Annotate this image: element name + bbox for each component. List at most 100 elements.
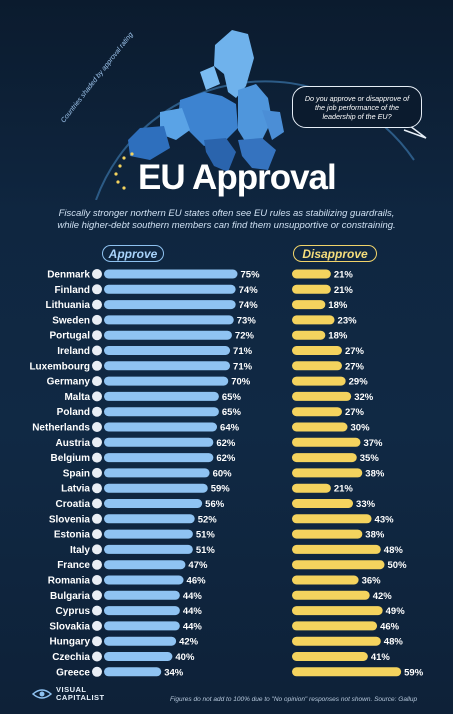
disapprove-bar-estonia: [292, 529, 363, 539]
approve-value-belgium: 62%: [216, 453, 236, 464]
approve-value-latvia: 59%: [211, 484, 231, 495]
approve-bar-netherlands: [104, 422, 218, 432]
country-label-ireland: Ireland: [57, 346, 90, 357]
disapprove-value-romania: 36%: [362, 576, 382, 587]
country-label-latvia: Latvia: [61, 484, 90, 495]
flag-icon-estonia: [92, 529, 102, 540]
flag-icon-bulgaria: [92, 590, 102, 601]
country-label-italy: Italy: [70, 545, 90, 556]
approve-value-croatia: 56%: [205, 499, 225, 510]
disapprove-value-austria: 37%: [363, 438, 383, 449]
disapprove-value-latvia: 21%: [334, 484, 354, 495]
disapprove-bar-luxembourg: [292, 361, 342, 371]
country-label-malta: Malta: [64, 392, 90, 403]
approve-value-italy: 51%: [196, 545, 216, 556]
disapprove-value-italy: 48%: [384, 545, 404, 556]
country-label-greece: Greece: [56, 667, 90, 678]
country-label-estonia: Estonia: [54, 530, 91, 541]
disapprove-value-germany: 29%: [349, 377, 369, 388]
disapprove-value-denmark: 21%: [334, 270, 354, 281]
bubble-tail-icon: [403, 125, 427, 139]
disapprove-bar-poland: [292, 407, 342, 417]
approve-bar-ireland: [104, 346, 231, 355]
flag-icon-luxembourg: [92, 360, 102, 371]
approve-bar-poland: [104, 407, 219, 417]
flag-icon-ireland: [92, 345, 102, 356]
disapprove-value-hungary: 48%: [384, 637, 404, 648]
approve-bar-denmark: [104, 269, 238, 279]
logo-line-1: VISUAL: [56, 685, 87, 694]
logo-line-2: CAPITALIST: [56, 693, 105, 702]
country-label-lithuania: Lithuania: [46, 300, 91, 311]
page-title: EU Approval: [138, 158, 337, 197]
country-label-luxembourg: Luxembourg: [29, 361, 90, 372]
disapprove-value-luxembourg: 27%: [345, 361, 365, 372]
disapprove-value-lithuania: 18%: [328, 300, 348, 311]
approve-value-germany: 70%: [231, 377, 251, 388]
flag-icon-italy: [92, 544, 102, 555]
approve-bar-czechia: [104, 652, 173, 661]
approve-value-sweden: 73%: [237, 315, 257, 326]
disapprove-value-france: 50%: [388, 560, 408, 571]
disapprove-value-finland: 21%: [334, 285, 354, 296]
approve-bar-spain: [104, 468, 210, 478]
approve-bar-portugal: [104, 330, 232, 340]
country-label-finland: Finland: [54, 285, 90, 296]
disapprove-value-bulgaria: 42%: [373, 591, 393, 602]
approve-bar-germany: [104, 376, 229, 386]
disapprove-bar-slovakia: [292, 621, 378, 631]
disapprove-value-portugal: 18%: [328, 331, 348, 342]
approve-value-lithuania: 74%: [239, 300, 259, 311]
hero-graphic: [95, 30, 427, 200]
flag-icon-hungary: [92, 636, 102, 647]
flag-icon-sweden: [92, 314, 102, 325]
disapprove-value-greece: 59%: [404, 667, 424, 678]
approve-bar-greece: [104, 667, 162, 677]
disapprove-value-slovenia: 43%: [375, 514, 395, 525]
approve-value-denmark: 75%: [241, 270, 261, 281]
approve-value-czechia: 40%: [175, 652, 195, 663]
flag-icon-slovenia: [92, 513, 102, 524]
disapprove-bar-finland: [292, 284, 331, 294]
disapprove-value-croatia: 33%: [356, 499, 376, 510]
country-label-sweden: Sweden: [52, 315, 90, 326]
approve-value-poland: 65%: [222, 407, 242, 418]
approve-value-ireland: 71%: [233, 346, 253, 357]
approve-bar-france: [104, 560, 186, 570]
flag-icon-denmark: [92, 269, 102, 279]
approve-bar-croatia: [104, 499, 203, 508]
approve-value-slovakia: 44%: [183, 621, 203, 632]
approve-value-slovenia: 52%: [198, 514, 218, 525]
approve-bar-slovakia: [104, 621, 180, 631]
disapprove-bar-romania: [292, 575, 359, 585]
approve-value-bulgaria: 44%: [183, 591, 203, 602]
disapprove-bar-germany: [292, 376, 346, 386]
approve-value-greece: 34%: [164, 667, 184, 678]
disapprove-value-slovakia: 46%: [380, 621, 400, 632]
approve-bar-bulgaria: [104, 590, 180, 600]
flag-icon-slovakia: [92, 620, 102, 631]
disapprove-value-poland: 27%: [345, 407, 365, 418]
approve-bar-finland: [104, 284, 236, 294]
question-bubble: Do you approve or disapprove of the job …: [292, 86, 422, 128]
flag-icon-france: [92, 559, 102, 570]
approve-bar-slovenia: [104, 514, 195, 524]
country-label-germany: Germany: [47, 377, 91, 388]
disapprove-bar-cyprus: [292, 606, 383, 616]
logo-icon: [32, 689, 52, 699]
approve-bar-italy: [104, 544, 193, 554]
flag-icon-croatia: [92, 498, 102, 509]
country-label-austria: Austria: [56, 438, 91, 449]
disapprove-bar-malta: [292, 391, 352, 401]
approve-bar-malta: [104, 391, 219, 401]
country-label-croatia: Croatia: [56, 499, 91, 510]
approve-bar-estonia: [104, 529, 193, 539]
disapprove-bar-italy: [292, 544, 381, 554]
country-label-spain: Spain: [63, 468, 90, 479]
legend-approve: Approve: [102, 245, 164, 262]
country-label-cyprus: Cyprus: [56, 606, 91, 617]
approve-value-cyprus: 44%: [183, 606, 203, 617]
disapprove-bar-austria: [292, 437, 361, 447]
flag-icon-finland: [92, 284, 102, 295]
flag-icon-latvia: [92, 483, 102, 494]
